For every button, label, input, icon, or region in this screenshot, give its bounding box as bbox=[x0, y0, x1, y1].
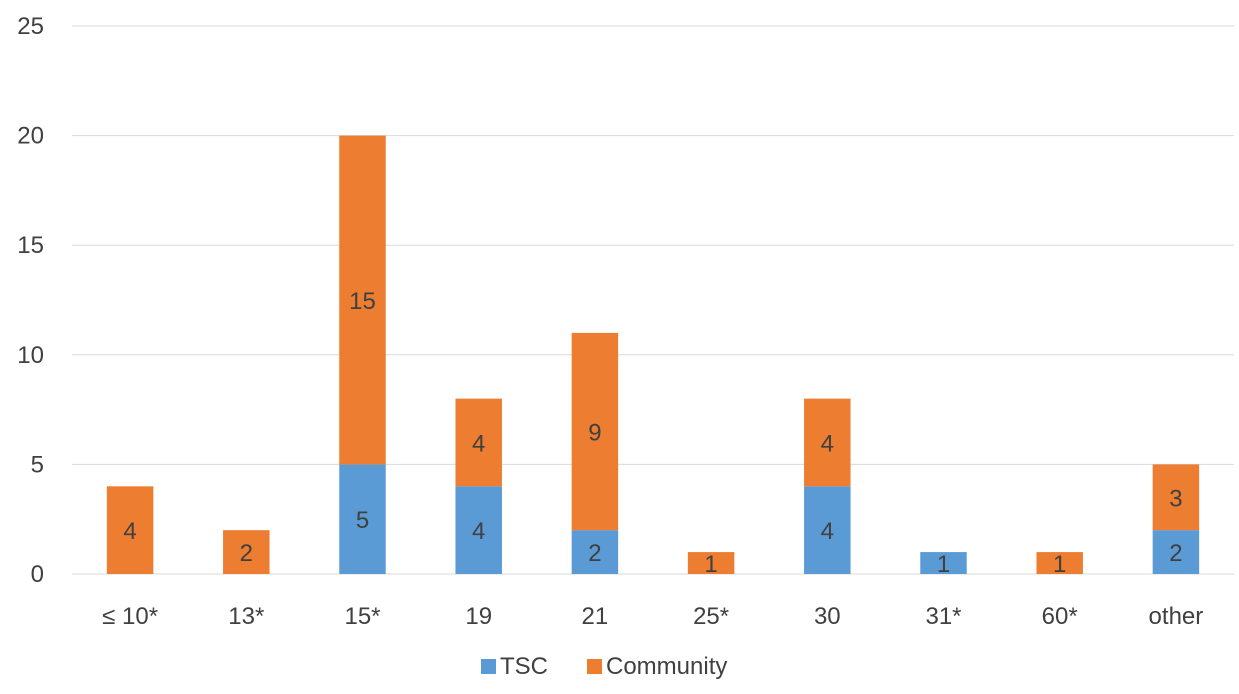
gridlines bbox=[72, 25, 1234, 575]
bar-tsc-3 bbox=[455, 486, 502, 574]
x-tick-label: 30 bbox=[814, 603, 841, 630]
x-tick-label: other bbox=[1149, 603, 1204, 630]
data-label-community-5: 1 bbox=[704, 551, 717, 578]
legend-swatch-community bbox=[587, 659, 602, 674]
bars bbox=[106, 135, 1200, 574]
y-tick-label: 0 bbox=[31, 561, 44, 588]
data-label-community-4: 9 bbox=[588, 420, 601, 447]
data-label-community-3: 4 bbox=[472, 430, 485, 457]
bar-community-6 bbox=[804, 398, 851, 487]
data-label-community-1: 2 bbox=[240, 540, 253, 567]
data-labels: 4 2 5 15 4 4 2 9 1 4 4 1 1 2 3 bbox=[123, 288, 1182, 578]
legend-label-community: Community bbox=[606, 653, 727, 680]
bar-tsc-2 bbox=[339, 464, 386, 574]
bar-community-5 bbox=[687, 552, 735, 574]
bar-tsc-4 bbox=[571, 530, 619, 574]
data-label-tsc-6: 4 bbox=[821, 518, 834, 545]
data-label-community-8: 1 bbox=[1053, 551, 1066, 578]
data-label-community-2: 15 bbox=[349, 288, 376, 315]
data-label-community-9: 3 bbox=[1169, 485, 1182, 512]
x-tick-label: 60* bbox=[1042, 603, 1078, 630]
data-label-tsc-7: 1 bbox=[937, 551, 950, 578]
bar-community-1 bbox=[223, 530, 270, 574]
legend: TSC Community bbox=[481, 653, 727, 680]
y-tick-label: 20 bbox=[17, 123, 44, 150]
y-tick-label: 10 bbox=[17, 342, 44, 369]
x-tick-label: 21 bbox=[582, 603, 609, 630]
y-tick-label: 15 bbox=[17, 232, 44, 259]
x-tick-label: ≤ 10* bbox=[102, 603, 158, 630]
legend-swatch-tsc bbox=[481, 659, 496, 674]
data-label-tsc-4: 2 bbox=[588, 540, 601, 567]
bar-community-3 bbox=[455, 398, 502, 487]
bar-community-4 bbox=[571, 332, 619, 531]
x-tick-label: 19 bbox=[465, 603, 492, 630]
x-tick-label: 31* bbox=[925, 603, 961, 630]
bar-tsc-7 bbox=[920, 552, 967, 574]
data-label-tsc-3: 4 bbox=[472, 518, 485, 545]
y-axis-ticks: 0 5 10 15 20 25 bbox=[17, 13, 44, 588]
data-label-tsc-2: 5 bbox=[356, 507, 369, 534]
bar-tsc-9 bbox=[1152, 530, 1200, 574]
bar-tsc-6 bbox=[804, 486, 851, 574]
y-tick-label: 5 bbox=[31, 451, 44, 478]
bar-community-2 bbox=[339, 135, 386, 465]
x-tick-label: 13* bbox=[228, 603, 264, 630]
data-label-community-6: 4 bbox=[821, 430, 834, 457]
y-tick-label: 25 bbox=[17, 13, 44, 40]
bar-community-9 bbox=[1152, 464, 1200, 531]
bar-community-8 bbox=[1036, 552, 1083, 574]
x-axis-ticks: ≤ 10* 13* 15* 19 21 25* 30 31* 60* other bbox=[102, 603, 1203, 630]
bar-community-0 bbox=[106, 486, 154, 574]
data-label-community-0: 4 bbox=[123, 518, 136, 545]
x-tick-label: 15* bbox=[344, 603, 380, 630]
x-tick-label: 25* bbox=[693, 603, 729, 630]
data-label-tsc-9: 2 bbox=[1169, 540, 1182, 567]
legend-label-tsc: TSC bbox=[500, 653, 548, 680]
